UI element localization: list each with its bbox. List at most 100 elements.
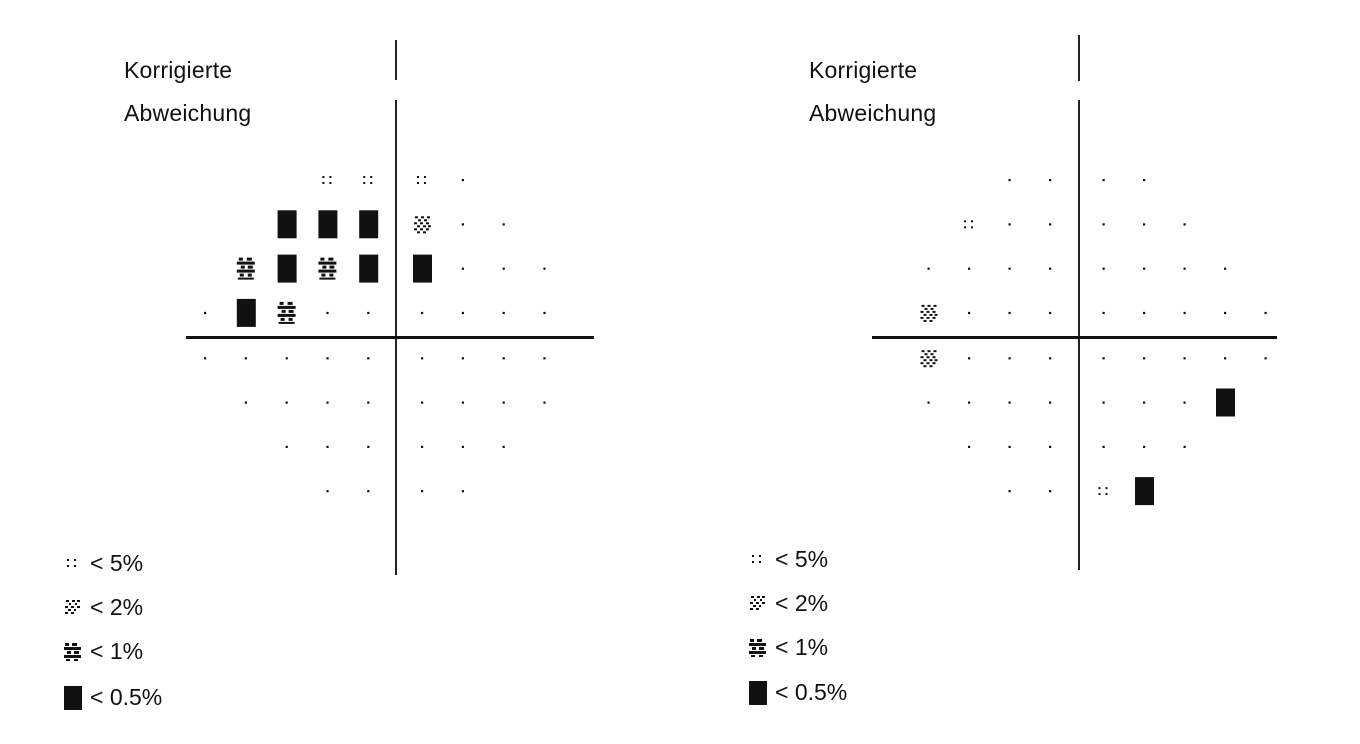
normal-point [326, 357, 329, 360]
deviation-panel-left: Korrigierte Abweichung < 5% < 2% < 1% < … [0, 0, 660, 744]
vertical-axis [1078, 100, 1080, 570]
normal-point [1183, 445, 1186, 448]
normal-point [1049, 179, 1052, 182]
legend-label: < 0.5% [775, 679, 848, 705]
legend-p05-icon [62, 684, 84, 710]
p05-point [318, 210, 338, 239]
normal-point [927, 267, 930, 270]
p5-point [363, 176, 373, 184]
normal-point [326, 490, 329, 493]
legend-label: < 5% [90, 550, 144, 576]
normal-point [326, 311, 329, 315]
p5-point [417, 176, 426, 184]
normal-point [461, 311, 464, 315]
normal-point [1183, 267, 1186, 270]
normal-point [1102, 179, 1105, 182]
normal-point [461, 490, 464, 493]
legend-label: < 1% [90, 638, 144, 664]
normal-point [1143, 357, 1146, 360]
legend-row-2: < 2% [62, 592, 143, 622]
legend-p1-icon [62, 638, 84, 664]
p5-point [322, 176, 332, 184]
normal-point [204, 357, 207, 360]
normal-point [1102, 357, 1105, 360]
normal-point [367, 401, 370, 404]
legend-row-2: < 2% [747, 588, 828, 618]
field-grid [204, 176, 546, 493]
normal-point [1224, 267, 1227, 270]
legend-row-05: < 0.5% [62, 682, 162, 712]
normal-point [968, 401, 971, 404]
normal-point [326, 445, 329, 448]
normal-point [502, 267, 505, 270]
normal-point [1183, 357, 1186, 360]
vertical-axis-top [395, 40, 397, 80]
normal-point [421, 401, 424, 404]
normal-point [285, 401, 288, 404]
normal-point [367, 357, 370, 360]
normal-point [1264, 357, 1267, 360]
normal-point [367, 490, 370, 493]
p05-point [236, 298, 256, 327]
p1-point [318, 257, 337, 280]
p5-point [964, 220, 973, 229]
normal-point [421, 445, 424, 448]
legend-label: < 1% [775, 634, 829, 660]
normal-point [1008, 357, 1011, 360]
normal-point [968, 357, 971, 360]
normal-point [1049, 490, 1052, 493]
p05-point [277, 254, 297, 283]
normal-point [1102, 267, 1105, 270]
normal-point [1049, 311, 1052, 315]
normal-point [1102, 445, 1105, 448]
normal-point [968, 267, 971, 270]
legend-label: < 2% [90, 594, 144, 620]
p1-point [236, 257, 255, 280]
normal-point [244, 357, 247, 360]
panel-title-line1: Korrigierte [124, 57, 233, 83]
p05-point [359, 254, 379, 283]
p05-point [1135, 477, 1154, 506]
legend-p1-icon [747, 634, 769, 660]
normal-point [421, 311, 424, 315]
normal-point [1049, 223, 1052, 226]
normal-point [1049, 445, 1052, 448]
p05-point [359, 210, 379, 239]
legend-row-1: < 1% [747, 632, 828, 662]
normal-point [1102, 223, 1105, 226]
horizontal-axis [186, 336, 594, 339]
p05-point [1216, 388, 1235, 417]
normal-point [1143, 311, 1146, 315]
p2-point [920, 304, 938, 322]
normal-point [968, 311, 971, 315]
normal-point [1102, 401, 1105, 404]
deviation-panel-right: Korrigierte Abweichung < 5% < 2% < 1% < … [685, 0, 1345, 744]
normal-point [1143, 401, 1146, 404]
normal-point [1183, 401, 1186, 404]
normal-point [421, 357, 424, 360]
legend-p05-icon [747, 679, 769, 705]
legend-label: < 2% [775, 590, 829, 616]
normal-point [927, 401, 930, 404]
normal-point [502, 311, 505, 315]
normal-point [1102, 311, 1105, 315]
normal-point [1183, 223, 1186, 226]
normal-point [543, 311, 546, 315]
p5-point [1098, 487, 1108, 496]
normal-point [968, 445, 971, 448]
normal-point [1008, 445, 1011, 448]
legend-label: < 0.5% [90, 684, 163, 710]
legend-row-5: < 5% [62, 548, 143, 578]
legend-p5-icon [62, 550, 84, 576]
legend-row-05: < 0.5% [747, 677, 847, 707]
normal-point [421, 490, 424, 493]
p1-point [277, 301, 296, 324]
normal-point [502, 357, 505, 360]
panel-title-line2: Abweichung [809, 100, 937, 126]
p05-point [413, 254, 432, 283]
normal-point [1049, 401, 1052, 404]
horizontal-axis [872, 336, 1277, 339]
normal-point [1049, 267, 1052, 270]
normal-point [502, 223, 505, 226]
normal-point [1008, 179, 1011, 182]
